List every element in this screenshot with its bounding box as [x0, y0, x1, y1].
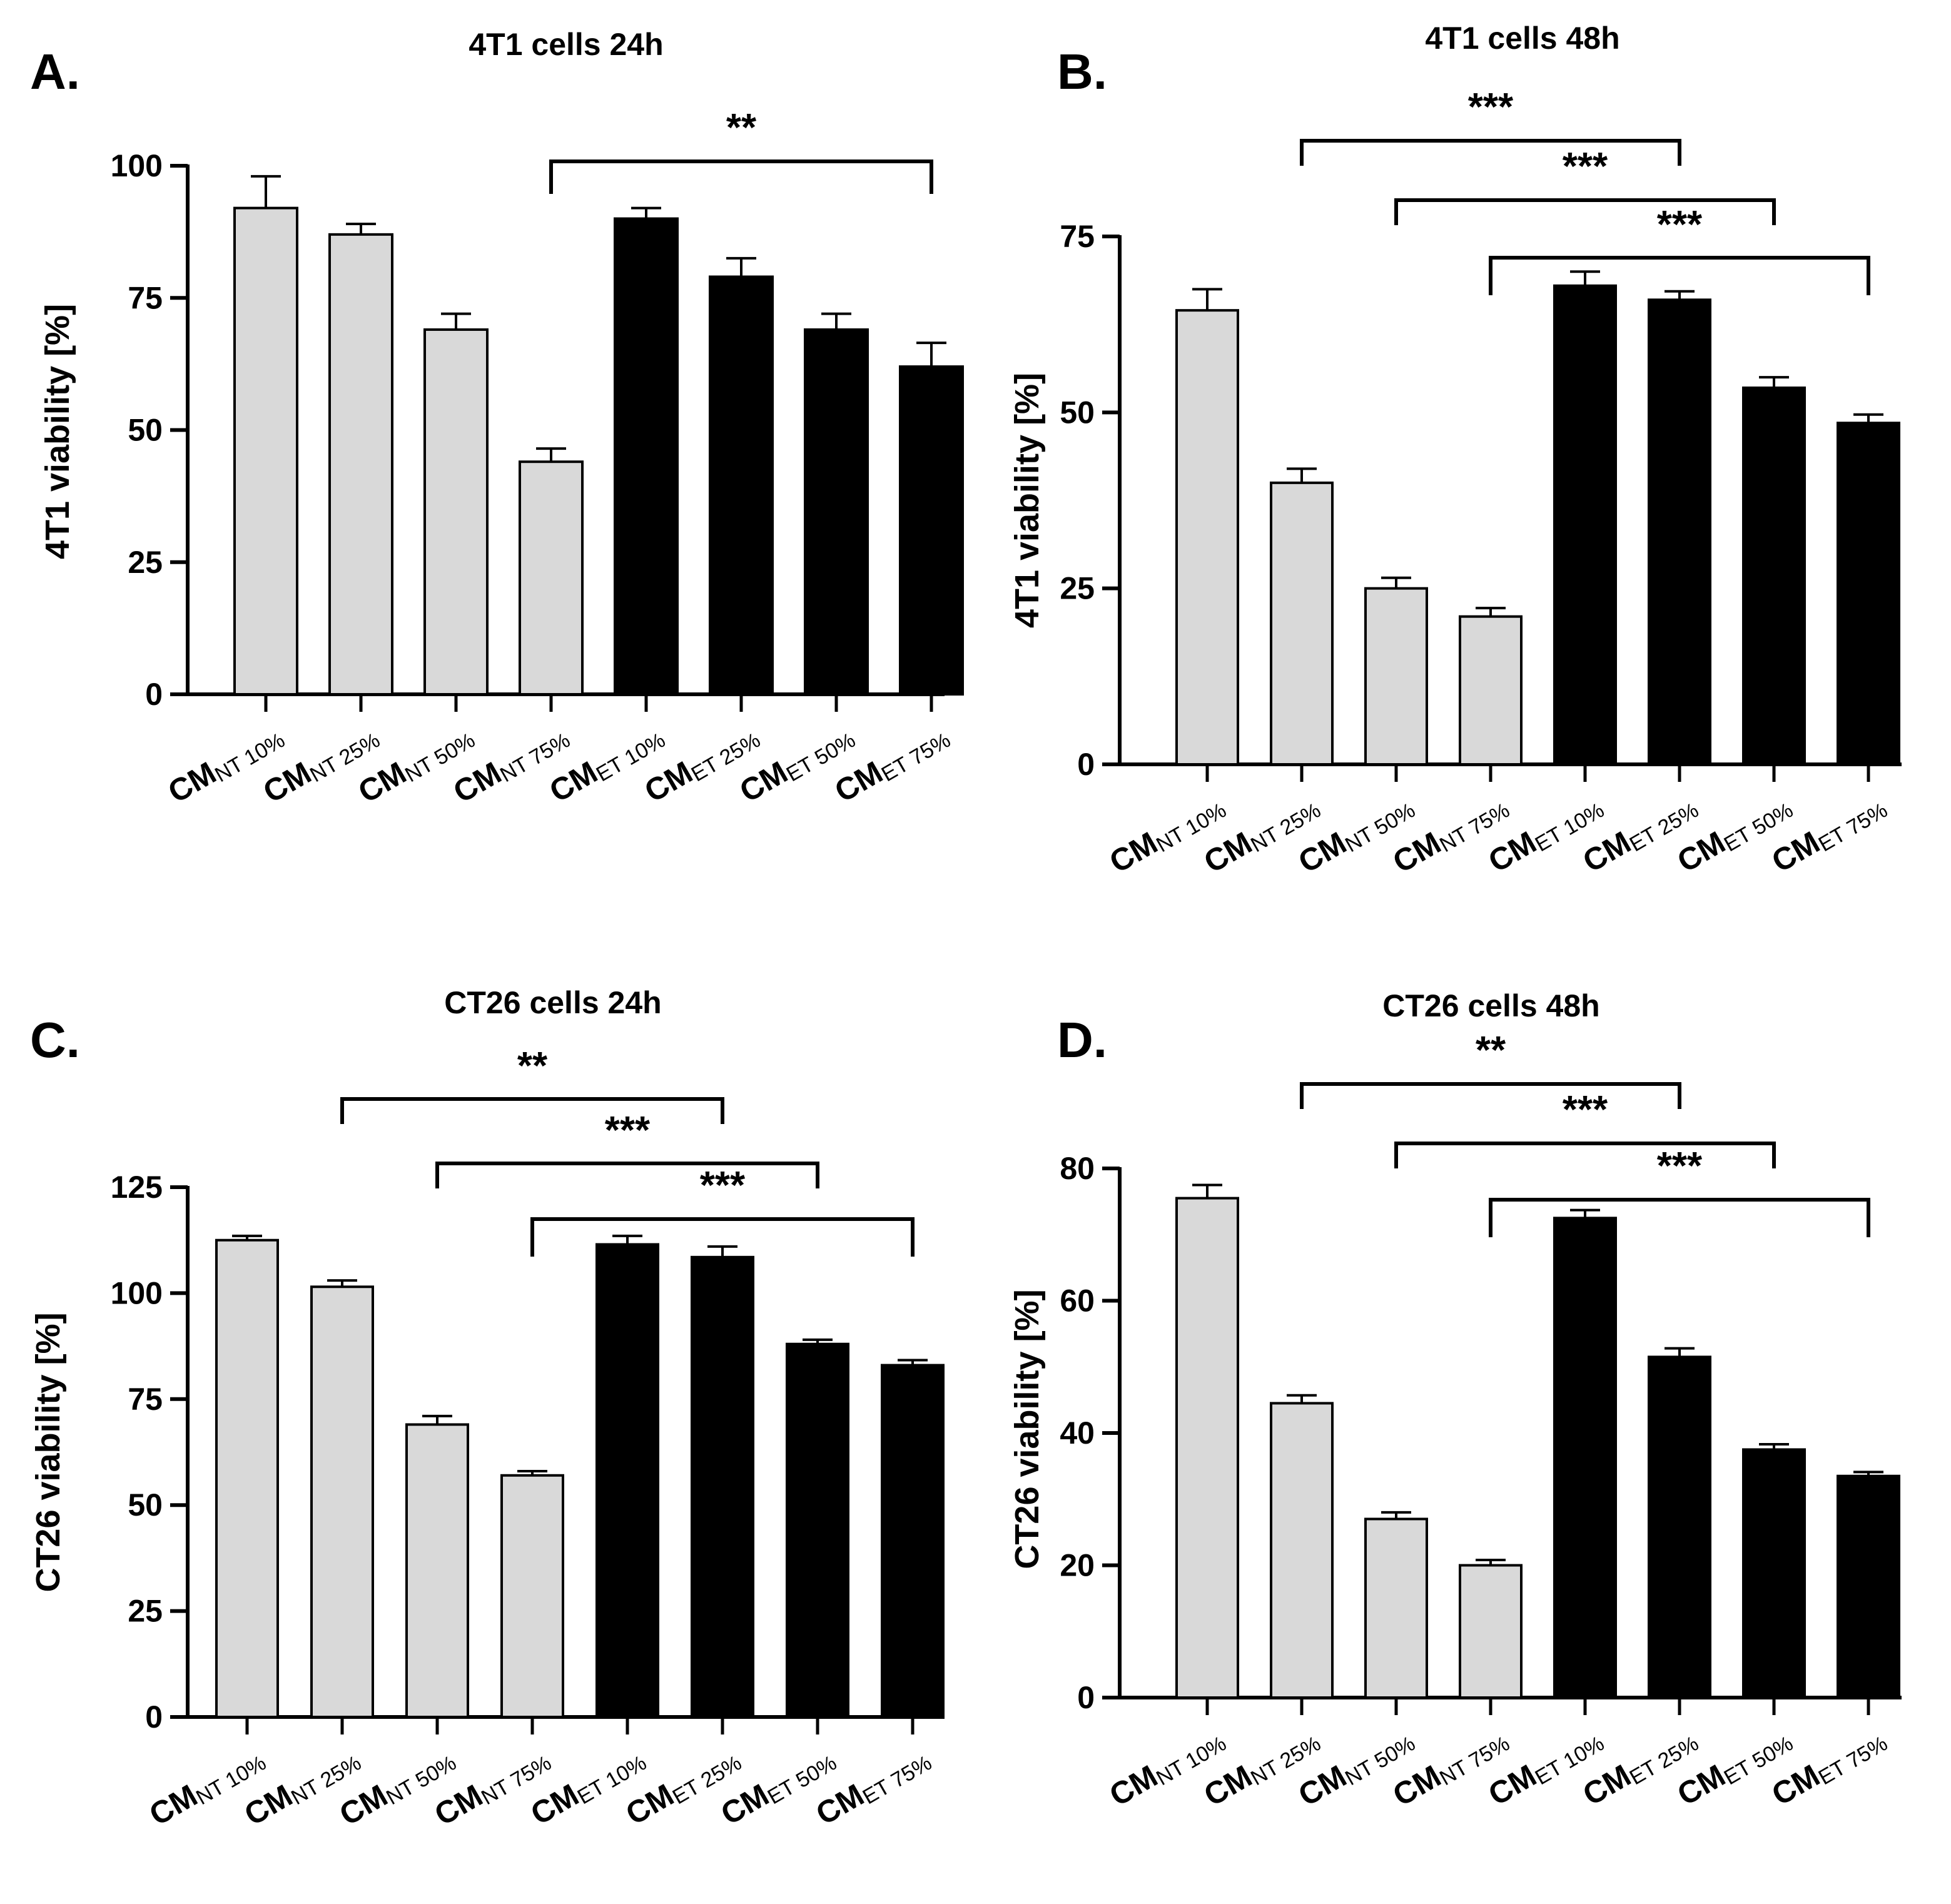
bar — [1742, 386, 1806, 766]
bar — [1175, 309, 1239, 766]
bar — [1175, 1197, 1239, 1699]
y-tick-label: 100 — [111, 1275, 163, 1310]
y-tick-label: 25 — [128, 1594, 163, 1629]
bar — [804, 328, 869, 696]
y-tick-label: 75 — [128, 280, 163, 315]
y-tick-label: 75 — [1060, 219, 1095, 254]
y-tick-label: 20 — [1060, 1548, 1095, 1583]
significance-stars: ** — [517, 1045, 548, 1088]
significance-stars: *** — [1563, 145, 1608, 188]
y-tick-label: 125 — [111, 1170, 163, 1205]
significance-stars: *** — [605, 1109, 651, 1152]
panel-a: A. 4T1 cells 24h 4T1 viability [%] 0 25 50 75 1… — [30, 27, 964, 810]
significance-stars: *** — [700, 1164, 746, 1207]
bar — [519, 460, 584, 696]
y-axis-label: 4T1 viability [%] — [1008, 373, 1046, 628]
significance-bracket — [1489, 256, 1870, 295]
bar — [786, 1342, 849, 1718]
bar — [1837, 422, 1900, 766]
bar — [1270, 1402, 1334, 1699]
y-axis-label: CT26 viability [%] — [29, 1312, 67, 1592]
panel-title: 4T1 cells 24h — [469, 27, 663, 62]
significance-bracket — [1300, 139, 1681, 166]
bar — [691, 1255, 754, 1718]
y-tick-label: 0 — [1077, 1680, 1095, 1715]
y-tick-label: 75 — [128, 1382, 163, 1417]
panel-title: CT26 cells 24h — [444, 985, 661, 1020]
bar — [1648, 1355, 1711, 1699]
bar — [709, 275, 774, 696]
significance-stars: ** — [726, 106, 757, 149]
bar — [1553, 284, 1617, 766]
bar — [310, 1285, 374, 1719]
bar — [1459, 1564, 1523, 1699]
significance-bracket — [1300, 1082, 1681, 1109]
significance-stars: ** — [1476, 1029, 1506, 1072]
bar — [1648, 298, 1711, 766]
significance-bracket — [340, 1097, 724, 1124]
bar — [423, 328, 489, 696]
significance-bracket — [549, 160, 933, 194]
y-tick-label: 50 — [128, 1487, 163, 1522]
y-tick-label: 25 — [1060, 571, 1095, 606]
bar — [1742, 1448, 1806, 1699]
bar — [215, 1238, 279, 1718]
panel-letter: B. — [1057, 44, 1107, 99]
panel-letter: C. — [30, 1012, 80, 1068]
bar — [1364, 587, 1428, 766]
significance-bracket — [1394, 1142, 1776, 1168]
significance-bracket — [1394, 198, 1776, 225]
bar — [328, 233, 393, 696]
y-tick-label: 60 — [1060, 1284, 1095, 1319]
bar — [1459, 615, 1523, 766]
bar — [1364, 1517, 1428, 1699]
significance-stars: *** — [1657, 203, 1703, 246]
bar — [405, 1423, 469, 1719]
y-tick-label: 0 — [145, 1699, 163, 1734]
y-tick-label: 80 — [1060, 1151, 1095, 1186]
panel-title: 4T1 cells 48h — [1425, 21, 1619, 56]
significance-bracket — [435, 1162, 819, 1188]
significance-stars: *** — [1657, 1145, 1703, 1188]
y-tick-label: 50 — [128, 413, 163, 448]
y-tick-label: 0 — [1077, 747, 1095, 782]
y-tick-label: 0 — [145, 677, 163, 712]
bar — [1837, 1474, 1900, 1699]
panel-letter: D. — [1057, 1012, 1107, 1068]
y-tick-label: 40 — [1060, 1415, 1095, 1451]
panel-letter: A. — [30, 44, 80, 99]
bar — [881, 1364, 945, 1719]
bar — [1270, 481, 1334, 766]
bar — [1553, 1217, 1617, 1699]
y-tick-label: 100 — [111, 148, 163, 183]
bar — [899, 365, 964, 696]
significance-bracket — [530, 1217, 915, 1257]
y-tick-label: 50 — [1060, 395, 1095, 430]
bar — [233, 206, 298, 696]
panel-title: CT26 cells 48h — [1382, 988, 1599, 1023]
panel-c: C. CT26 cells 24h CT26 viability [%] 0 25 50 7… — [29, 985, 945, 1833]
bar — [500, 1474, 564, 1719]
y-tick-label: 25 — [128, 545, 163, 580]
panel-d: D. CT26 cells 48h CT26 viability [%] 0 20 40 6… — [1008, 988, 1902, 1813]
bar — [614, 217, 679, 696]
significance-bracket — [1489, 1198, 1870, 1237]
bar — [595, 1243, 659, 1718]
y-axis-label: CT26 viability [%] — [1008, 1289, 1046, 1569]
significance-stars: *** — [1563, 1088, 1608, 1132]
y-axis-label: 4T1 viability [%] — [39, 304, 76, 559]
significance-stars: *** — [1468, 86, 1514, 129]
